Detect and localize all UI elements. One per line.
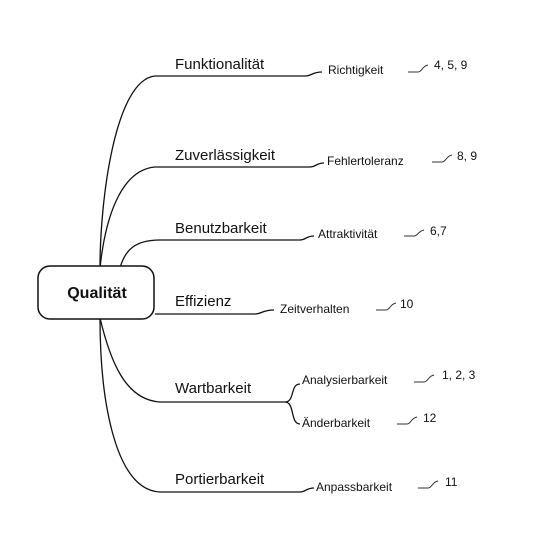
note-zeitverhalten: 10 (400, 297, 414, 311)
connector-portierbarkeit (99, 317, 300, 493)
connector-benutzbarkeit (119, 239, 300, 269)
sub-connector-analysierbarkeit (284, 383, 301, 403)
note-tick-4 (376, 302, 397, 311)
sub-connector-zeitverhalten (254, 309, 275, 315)
note-labels: 4, 5, 9 8, 9 6,7 10 1, 2, 3 12 11 (400, 58, 477, 489)
sub-connector-aenderbarkeit (284, 401, 301, 425)
sub-label-zeitverhalten: Zeitverhalten (280, 302, 349, 316)
sub-connectors (254, 71, 325, 493)
sub-connector-fehlertoleranz (309, 162, 325, 168)
sub-label-fehlertoleranz: Fehlertoleranz (327, 154, 404, 168)
connector-wartbarkeit (99, 317, 285, 403)
sub-label-richtigkeit: Richtigkeit (328, 63, 384, 77)
root-node: Qualität (37, 265, 155, 320)
connector-zuverlaessigkeit (99, 166, 310, 269)
branch-label-benutzbarkeit: Benutzbarkeit (175, 220, 268, 237)
note-aenderbarkeit: 12 (423, 411, 437, 425)
branch-labels: Funktionalität Zuverlässigkeit Benutzbar… (175, 56, 276, 488)
branch-label-wartbarkeit: Wartbarkeit (175, 380, 252, 397)
connector-funktionalitaet (99, 75, 305, 269)
note-tick-5 (414, 374, 435, 383)
sub-connector-richtigkeit (304, 71, 323, 77)
sub-label-anpassbarkeit: Anpassbarkeit (316, 480, 393, 494)
note-attraktivitaet: 6,7 (430, 224, 447, 238)
note-tick-7 (418, 480, 439, 489)
note-richtigkeit: 4, 5, 9 (434, 58, 468, 72)
sub-label-aenderbarkeit: Änderbarkeit (302, 416, 371, 430)
sub-connector-attraktivitaet (299, 235, 315, 241)
sub-labels: Richtigkeit Fehlertoleranz Attraktivität… (280, 63, 404, 494)
branch-label-zuverlaessigkeit: Zuverlässigkeit (175, 147, 276, 164)
note-analysierbarkeit: 1, 2, 3 (442, 368, 476, 382)
sub-label-attraktivitaet: Attraktivität (318, 227, 378, 241)
branch-label-effizienz: Effizienz (175, 293, 231, 310)
root-box (37, 265, 155, 320)
root-label: Qualität (67, 285, 127, 302)
sub-label-analysierbarkeit: Analysierbarkeit (302, 373, 388, 387)
note-anpassbarkeit: 11 (445, 475, 458, 489)
sub-connector-anpassbarkeit (299, 487, 315, 493)
note-tick-1 (408, 64, 429, 73)
note-connectors (376, 64, 453, 489)
note-tick-6 (397, 416, 418, 425)
root-connectors (99, 75, 310, 493)
note-tick-2 (432, 154, 453, 163)
branch-label-funktionalitaet: Funktionalität (175, 56, 265, 73)
note-tick-3 (404, 229, 425, 237)
branch-label-portierbarkeit: Portierbarkeit (175, 471, 265, 488)
note-fehlertoleranz: 8, 9 (457, 149, 477, 163)
